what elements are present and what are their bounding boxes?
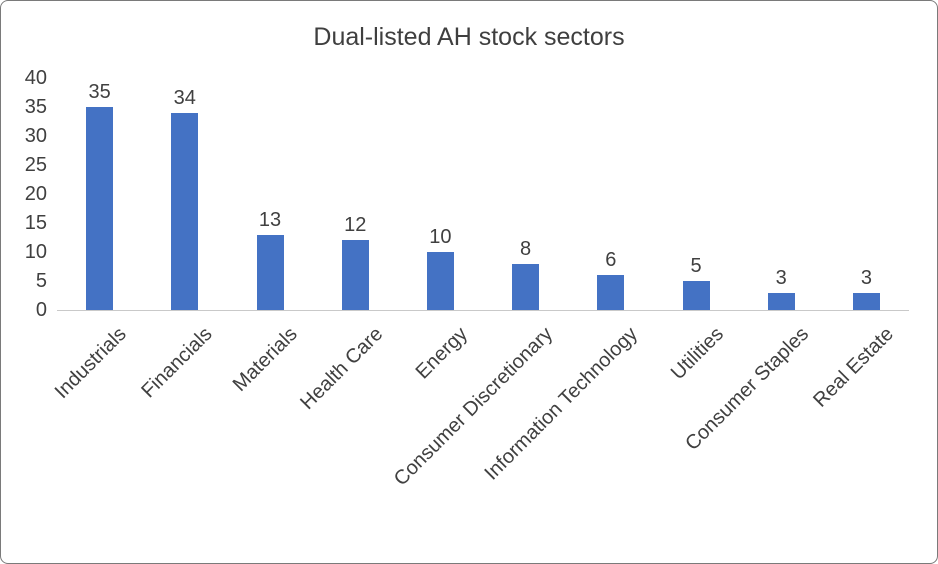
- x-axis-label: Industrials: [51, 323, 132, 404]
- plot-and-labels: 35 34 13 12 10 8 6 5 3 3 Industrials Financials Mat…: [51, 78, 909, 541]
- x-axis-labels: Industrials Financials Materials Health Car…: [51, 311, 909, 541]
- bar: [682, 281, 710, 310]
- bar: [597, 275, 625, 310]
- bar-column: 35: [57, 78, 142, 310]
- bar-value-label: 8: [520, 237, 532, 260]
- bar-column: 5: [653, 78, 738, 310]
- x-axis-label: Financials: [137, 323, 217, 403]
- y-tick-label: 5: [35, 270, 47, 292]
- x-axis-label: Materials: [228, 323, 302, 396]
- bar: [512, 263, 540, 310]
- y-axis: 0 5 10 15 20 25 30 35 40: [11, 67, 57, 321]
- y-tick-label: 30: [24, 125, 47, 147]
- x-axis-label-cell: Real Estate: [809, 311, 909, 541]
- bar-value-label: 10: [429, 226, 452, 248]
- x-axis-label: Utilities: [666, 323, 728, 385]
- x-axis-label-cell: Materials: [227, 311, 312, 541]
- y-tick-label: 35: [24, 96, 47, 118]
- bar: [171, 112, 199, 310]
- bar-value-label: 3: [860, 266, 872, 289]
- plot-area: 35 34 13 12 10 8 6 5 3 3: [57, 78, 909, 311]
- x-axis-label-cell: Financials: [137, 311, 227, 541]
- y-tick-label: 15: [24, 212, 47, 234]
- bar-column: 6: [568, 78, 653, 310]
- bar: [86, 107, 114, 310]
- bar: [256, 234, 284, 310]
- bar: [426, 252, 454, 310]
- bar-column: 3: [824, 78, 909, 310]
- bar-value-label: 13: [258, 208, 282, 231]
- y-tick-label: 10: [24, 241, 47, 263]
- bar-value-label: 3: [775, 266, 787, 289]
- bar-column: 13: [227, 78, 312, 310]
- bar: [767, 292, 795, 310]
- y-tick-label: 20: [24, 183, 47, 205]
- bar-value-label: 35: [88, 81, 111, 103]
- x-axis-label: Energy: [411, 323, 472, 384]
- bar-column: 3: [739, 78, 824, 310]
- y-tick-label: 0: [35, 299, 47, 321]
- bar-column: 12: [313, 78, 398, 310]
- y-tick-label: 40: [24, 67, 47, 89]
- bar-value-label: 34: [173, 86, 196, 109]
- y-tick-label: 25: [24, 154, 47, 176]
- bar-column: 10: [398, 78, 483, 310]
- bar-value-label: 6: [605, 249, 617, 272]
- chart-title: Dual-listed AH stock sectors: [313, 23, 625, 51]
- bar-value-label: 5: [690, 255, 702, 277]
- x-axis-label-cell: Health Care: [296, 311, 398, 541]
- bar: [341, 240, 369, 310]
- x-axis-label-cell: Industrials: [51, 311, 142, 541]
- chart-body: 0 5 10 15 20 25 30 35 40 35 34 13 12 10 8 6 5 3 3 Industr…: [1, 52, 937, 541]
- bar-value-label: 12: [344, 214, 367, 237]
- bar-column: 34: [142, 78, 227, 310]
- x-axis-label-cell: Information Technology: [481, 311, 653, 541]
- bar-column: 8: [483, 78, 568, 310]
- x-axis-label-cell: Consumer Staples: [681, 311, 824, 541]
- bar: [852, 292, 880, 310]
